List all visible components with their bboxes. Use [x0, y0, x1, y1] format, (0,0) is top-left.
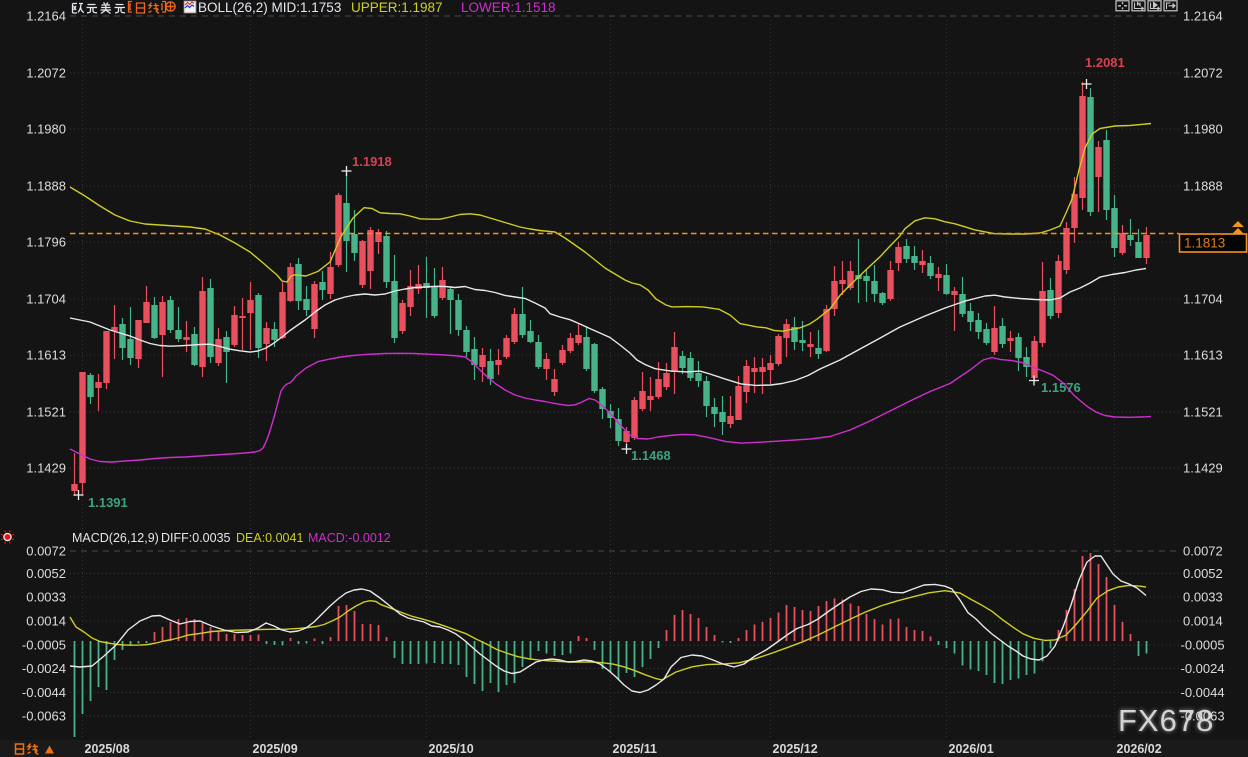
svg-text:1.1429: 1.1429 — [1183, 461, 1223, 476]
svg-text:-0.0005: -0.0005 — [1181, 638, 1225, 653]
svg-text:0.0033: 0.0033 — [26, 590, 66, 605]
svg-text:-0.0024: -0.0024 — [22, 661, 66, 676]
svg-text:1.2072: 1.2072 — [1183, 66, 1223, 81]
svg-text:1.1613: 1.1613 — [26, 348, 66, 363]
svg-text:1.1980: 1.1980 — [26, 122, 66, 137]
svg-text:-0.0005: -0.0005 — [22, 638, 66, 653]
svg-text:1.1813: 1.1813 — [1184, 236, 1225, 251]
svg-text:-0.0063: -0.0063 — [22, 709, 66, 724]
svg-text:-0.0024: -0.0024 — [1181, 661, 1225, 676]
svg-text:1.1980: 1.1980 — [1183, 122, 1223, 137]
svg-text:1.1391: 1.1391 — [88, 495, 128, 510]
svg-text:0.0072: 0.0072 — [26, 544, 66, 559]
svg-text:1.2164: 1.2164 — [26, 9, 66, 24]
svg-text:DEA:0.0041: DEA:0.0041 — [236, 531, 303, 545]
svg-text:DIFF:0.0035: DIFF:0.0035 — [161, 531, 231, 545]
svg-text:0.0033: 0.0033 — [1183, 590, 1223, 605]
svg-text:FX678: FX678 — [1118, 703, 1214, 738]
svg-text:0.0052: 0.0052 — [26, 566, 66, 581]
svg-text:1.1576: 1.1576 — [1041, 380, 1081, 395]
svg-text:1.1704: 1.1704 — [1183, 292, 1223, 307]
svg-text:1.2164: 1.2164 — [1183, 9, 1223, 24]
svg-text:0.0014: 0.0014 — [26, 614, 66, 629]
svg-text:1.1521: 1.1521 — [26, 405, 66, 420]
svg-text:2025/09: 2025/09 — [253, 742, 298, 756]
svg-text:UPPER:1.1987: UPPER:1.1987 — [351, 0, 443, 15]
svg-text:0.0072: 0.0072 — [1183, 544, 1223, 559]
svg-text:2025/08: 2025/08 — [85, 742, 130, 756]
svg-text:1.1613: 1.1613 — [1183, 348, 1223, 363]
svg-text:LOWER:1.1518: LOWER:1.1518 — [461, 0, 556, 15]
svg-text:FX678: FX678 — [1118, 703, 1214, 738]
svg-text:2025/12: 2025/12 — [773, 742, 818, 756]
svg-text:1.1468: 1.1468 — [631, 448, 671, 463]
svg-text:MACD:-0.0012: MACD:-0.0012 — [308, 531, 391, 545]
svg-text:MACD(26,12,9): MACD(26,12,9) — [72, 531, 159, 545]
svg-text:BOLL(26,2) MID:1.1753: BOLL(26,2) MID:1.1753 — [198, 0, 341, 15]
svg-text:2025/10: 2025/10 — [429, 742, 474, 756]
svg-text:1.1918: 1.1918 — [352, 154, 392, 169]
svg-text:1.2081: 1.2081 — [1085, 55, 1125, 70]
svg-text:-0.0044: -0.0044 — [22, 685, 66, 700]
svg-text:-0.0063: -0.0063 — [1181, 709, 1225, 724]
svg-text:1.1888: 1.1888 — [26, 179, 66, 194]
svg-text:0.0014: 0.0014 — [1183, 614, 1223, 629]
svg-text:0.0052: 0.0052 — [1183, 566, 1223, 581]
svg-text:-0.0044: -0.0044 — [1181, 685, 1225, 700]
svg-text:1.1429: 1.1429 — [26, 461, 66, 476]
svg-text:1.2072: 1.2072 — [26, 66, 66, 81]
svg-text:2026/02: 2026/02 — [1117, 742, 1162, 756]
svg-text:1.1704: 1.1704 — [26, 292, 66, 307]
svg-text:2026/01: 2026/01 — [949, 742, 994, 756]
svg-text:1.1888: 1.1888 — [1183, 179, 1223, 194]
svg-text:2025/11: 2025/11 — [613, 742, 658, 756]
svg-text:1.1796: 1.1796 — [26, 235, 66, 250]
svg-text:1.1521: 1.1521 — [1183, 405, 1223, 420]
